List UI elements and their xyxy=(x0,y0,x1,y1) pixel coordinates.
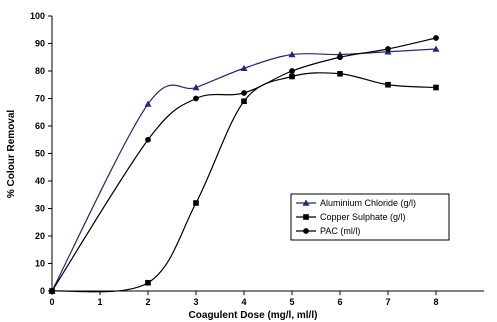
series-line xyxy=(51,37,437,292)
series-point xyxy=(385,46,391,52)
series-point xyxy=(145,136,151,143)
series-line xyxy=(51,48,437,292)
y-tick-label: 50 xyxy=(35,149,45,159)
y-axis-title: % Colour Removal xyxy=(6,110,17,199)
series-point xyxy=(432,45,440,52)
legend-marker xyxy=(302,199,310,206)
legend-item: Copper Sulphate (g/l) xyxy=(296,212,406,222)
y-tick-label: 0 xyxy=(40,286,45,296)
series-point xyxy=(288,51,296,58)
series-1 xyxy=(48,45,440,294)
x-tick-label: 3 xyxy=(193,297,198,307)
y-tick-label: 70 xyxy=(35,94,45,104)
x-tick-label: 4 xyxy=(241,297,246,307)
legend-box xyxy=(290,193,450,241)
y-tick-label: 30 xyxy=(35,204,45,214)
series-point xyxy=(433,35,439,41)
axes: 0 10 20 30 40 50 60 70 80 90 100 0 1 2 3 4 5 6 7 8 xyxy=(30,11,484,307)
series-point xyxy=(433,84,439,91)
legend-marker xyxy=(303,214,309,220)
series-point xyxy=(385,81,391,88)
series-layer xyxy=(48,35,440,294)
series-point xyxy=(192,84,200,91)
series-2 xyxy=(49,70,439,294)
series-3 xyxy=(49,35,439,294)
x-axis-title: Coagulent Dose (mg/l, ml/l) xyxy=(189,310,318,321)
x-tick-label: 6 xyxy=(337,297,342,307)
x-tick-label: 2 xyxy=(145,297,150,307)
series-point xyxy=(240,64,248,72)
series-point xyxy=(337,70,343,77)
legend-marker xyxy=(303,228,309,234)
y-tick-label: 20 xyxy=(35,231,45,241)
y-tick-label: 60 xyxy=(35,121,45,131)
series-point xyxy=(289,68,295,74)
series-point xyxy=(241,90,247,96)
series-point xyxy=(241,98,247,105)
y-tick-label: 80 xyxy=(35,66,45,76)
x-tick-label: 5 xyxy=(289,297,294,307)
x-tick-label: 1 xyxy=(97,297,102,307)
y-tick-label: 10 xyxy=(35,259,45,269)
legend-item: PAC (ml/l) xyxy=(296,226,360,236)
series-line xyxy=(51,72,437,293)
legend-label: Copper Sulphate (g/l) xyxy=(320,212,406,222)
legend-item: Aluminium Chloride (g/l) xyxy=(296,198,416,208)
x-tick-label: 0 xyxy=(49,297,54,307)
y-tick-label: 100 xyxy=(30,11,45,21)
legend-label: Aluminium Chloride (g/l) xyxy=(320,198,416,208)
series-point xyxy=(193,200,199,206)
series-point xyxy=(144,100,152,107)
series-point xyxy=(193,95,199,102)
y-tick-label: 40 xyxy=(35,176,45,186)
series-point xyxy=(337,54,343,61)
series-point xyxy=(145,279,151,286)
legend-label: PAC (ml/l) xyxy=(320,226,360,236)
series-point xyxy=(49,288,55,294)
x-tick-label: 7 xyxy=(385,297,390,307)
x-tick-label: 8 xyxy=(433,297,438,307)
legend: Aluminium Chloride (g/l) Copper Sulphate … xyxy=(290,193,450,241)
series-point xyxy=(289,73,295,80)
y-tick-label: 90 xyxy=(35,39,45,49)
